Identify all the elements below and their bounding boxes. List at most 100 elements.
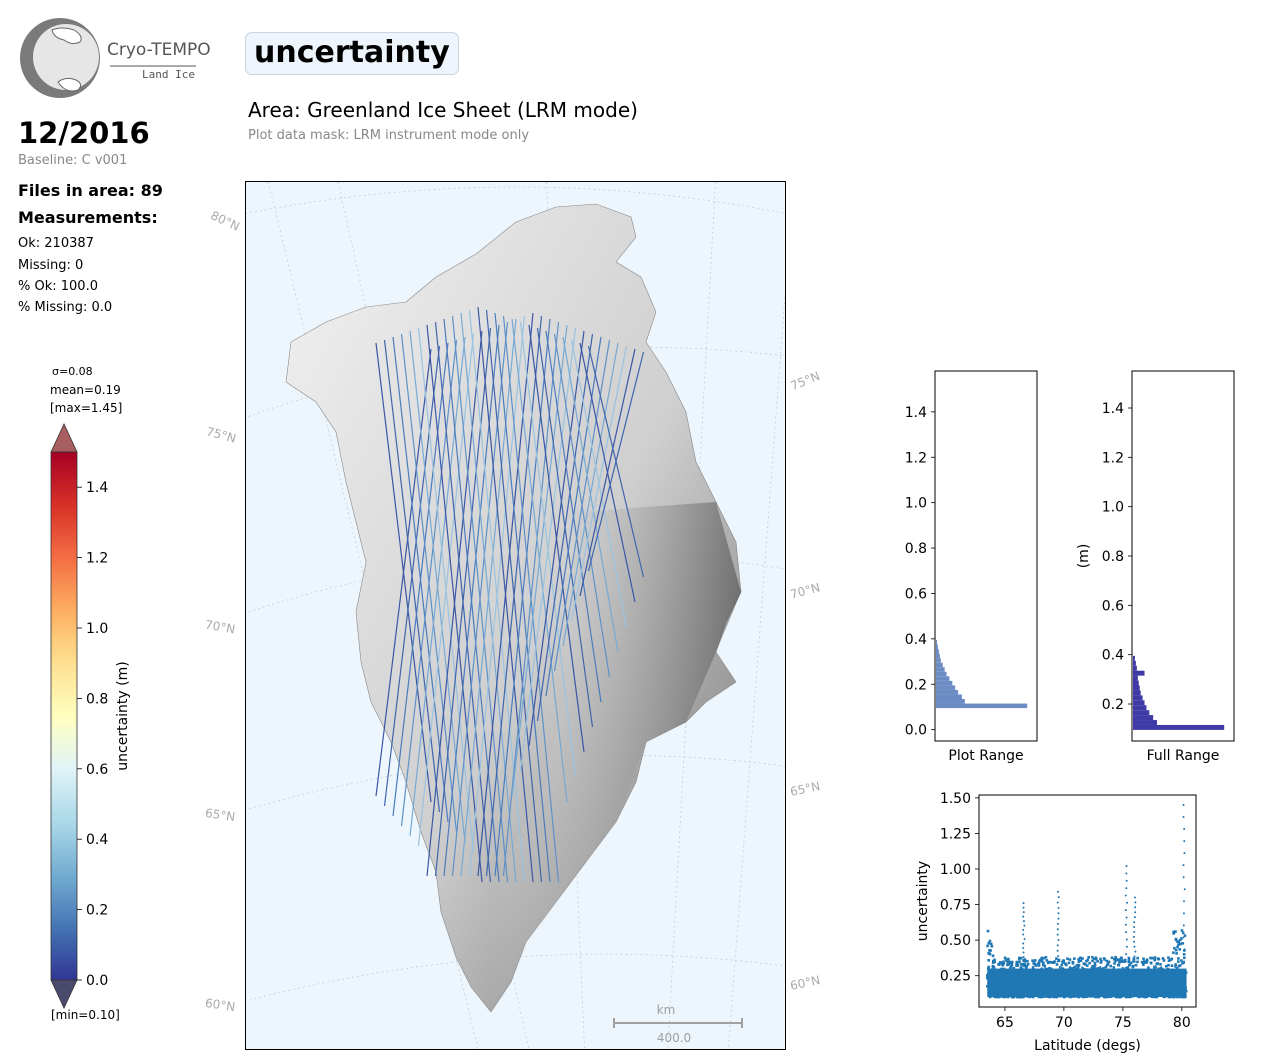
full-range-histogram-bar <box>1133 665 1137 671</box>
ground-track <box>375 348 432 797</box>
scatter-point <box>1126 966 1130 970</box>
full-range-histogram-ytick-label: 0.2 <box>1102 697 1124 713</box>
scatter-point <box>1117 958 1120 962</box>
scatter-point <box>1055 957 1058 960</box>
scatter-outlier-point <box>1056 949 1059 952</box>
scatter-point <box>1015 964 1018 967</box>
scatter-outlier-point <box>1022 951 1025 954</box>
scatter-point <box>1129 961 1133 965</box>
scatter-point <box>1182 952 1186 956</box>
plot-range-histogram-bar <box>936 662 943 668</box>
scatter-point <box>1153 958 1157 962</box>
scatter-point <box>1121 959 1124 962</box>
scatter-point <box>1067 961 1071 965</box>
scatter-outlier-point <box>1056 928 1059 931</box>
scatter-point <box>1125 966 1128 970</box>
area-title: Area: Greenland Ice Sheet (LRM mode) <box>248 98 638 122</box>
scatter-point <box>1132 960 1135 963</box>
scatter-outlier-point <box>1134 901 1137 904</box>
full-range-histogram-bar <box>1133 685 1140 691</box>
scatter-point <box>1161 957 1165 960</box>
parameter-title: uncertainty <box>245 32 459 75</box>
scatter-ytick-label: 0.50 <box>940 933 971 949</box>
scatter-point <box>1031 959 1034 962</box>
scatter-point <box>1026 959 1029 963</box>
plot-range-histogram-bar <box>936 644 938 650</box>
scatter-point <box>1112 966 1116 969</box>
scatter-outlier-point <box>1183 948 1186 951</box>
scatter-point <box>1092 957 1096 961</box>
scatter-point <box>1042 961 1045 965</box>
scatter-ytick-label: 0.25 <box>940 969 971 985</box>
scatter-outlier-point <box>1133 896 1136 899</box>
scatter-point <box>1042 963 1045 967</box>
full-range-histogram-bar <box>1133 715 1154 721</box>
scatter-point <box>1178 964 1182 967</box>
colorbar: 0.0 0.2 0.4 0.6 0.8 1.0 1.2 1.4 uncertainty (m) <box>50 423 131 1009</box>
scatter-point <box>1177 957 1180 960</box>
scatter-point <box>990 944 994 948</box>
scatter-point <box>1179 942 1182 946</box>
plot-range-histogram-bar <box>936 676 950 681</box>
period-date: 12/2016 <box>18 116 150 150</box>
scatter-point <box>1167 959 1171 962</box>
scatter-point <box>1175 952 1178 955</box>
scatter-point <box>1042 956 1046 960</box>
scatter-outlier-point <box>1022 933 1025 936</box>
scatter-point <box>1094 956 1098 960</box>
full-range-histogram-xlabel: Full Range <box>1147 748 1220 764</box>
scatter-point <box>1077 964 1081 967</box>
scatter-point <box>1177 943 1180 947</box>
scatter-point <box>1178 938 1182 942</box>
ok-count: Ok: 210387 <box>18 236 94 251</box>
scatter-point <box>1068 958 1072 961</box>
scatter-point <box>1004 959 1008 962</box>
scatter-point <box>999 962 1003 965</box>
scatter-point <box>1132 957 1136 961</box>
scatter-point <box>1159 966 1163 970</box>
plot-range-histogram-bar <box>936 680 953 686</box>
scatter-point <box>1172 951 1175 955</box>
scatter-point <box>1086 958 1089 962</box>
scatter-point <box>1083 963 1087 966</box>
scatter-point <box>987 965 990 969</box>
scatter-point <box>1082 962 1086 965</box>
plot-range-histogram-bar <box>936 671 947 677</box>
scatter-point <box>1095 957 1098 961</box>
scatter-point <box>1149 961 1153 965</box>
plot-range-histogram-ytick-label: 0.8 <box>905 541 927 557</box>
scatter-point <box>1049 961 1053 964</box>
scatter-point <box>1142 963 1145 966</box>
scatter-outlier-point <box>1125 887 1128 890</box>
scatter-point <box>1093 964 1097 967</box>
scatter-outlier-point <box>1133 930 1136 933</box>
scatter-point <box>1006 960 1009 964</box>
scatter-outlier-point <box>1023 924 1026 927</box>
scatter-point <box>1180 959 1183 962</box>
scatter-outlier-point <box>1022 929 1025 932</box>
scatter-point <box>1023 964 1026 968</box>
scatter-point <box>1120 956 1123 960</box>
ground-track <box>400 339 458 827</box>
scatter-point <box>1153 956 1157 959</box>
ground-track <box>443 324 500 877</box>
colorbar-mean: mean=0.19 <box>50 383 121 397</box>
scatter-point <box>1112 957 1116 961</box>
scatter-point <box>1154 965 1157 969</box>
scatter-point <box>1127 959 1131 962</box>
scatter-outlier-point <box>1182 924 1185 927</box>
scatter-point <box>1156 957 1160 960</box>
scatter-point <box>991 959 995 963</box>
scatter-xlabel: Latitude (degs) <box>1034 1038 1141 1054</box>
scatter-point <box>1071 960 1075 964</box>
scatter-point <box>1174 948 1178 952</box>
scatter-point <box>1045 959 1049 962</box>
scatter-outlier-point <box>1182 815 1185 818</box>
scatter-point <box>1181 931 1185 935</box>
scatter-outlier-point <box>1132 935 1135 938</box>
scatter-point <box>986 944 989 948</box>
scatter-point <box>1081 957 1084 960</box>
map-panel: 80°N km 400.0 <box>245 181 786 1050</box>
scatter-outlier-point <box>1056 922 1059 925</box>
plot-range-histogram-ytick-label: 0.0 <box>905 723 927 739</box>
